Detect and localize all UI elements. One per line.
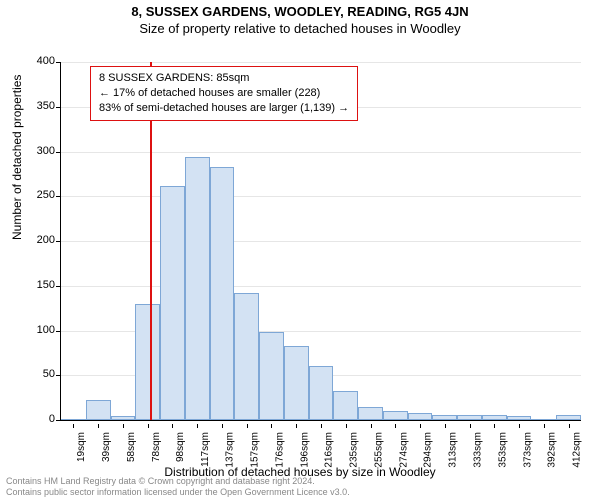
callout-line-2: ← 17% of detached houses are smaller (22…: [99, 86, 349, 101]
histogram-bar: [135, 304, 160, 420]
histogram-bar: [86, 400, 111, 420]
histogram-bar: [234, 293, 259, 420]
histogram-bar: [284, 346, 309, 420]
callout-line-3: 83% of semi-detached houses are larger (…: [99, 101, 349, 116]
histogram-bar: [432, 415, 457, 420]
histogram-bar: [507, 416, 532, 420]
page-title: 8, SUSSEX GARDENS, WOODLEY, READING, RG5…: [0, 4, 600, 19]
histogram-bar: [111, 416, 136, 420]
histogram-bar: [61, 419, 86, 420]
histogram-bar: [309, 366, 334, 420]
histogram-bar: [358, 407, 383, 420]
histogram-bar: [408, 413, 433, 420]
histogram-bar: [383, 411, 408, 420]
histogram-bar: [185, 157, 210, 420]
histogram-bar: [531, 419, 556, 420]
credit-line-1: Contains HM Land Registry data © Crown c…: [6, 476, 594, 487]
histogram-bar: [259, 332, 284, 420]
callout-line-1: 8 SUSSEX GARDENS: 85sqm: [99, 71, 349, 86]
credit-line-2: Contains public sector information licen…: [6, 487, 594, 498]
histogram-bar: [457, 415, 482, 420]
histogram-bar: [210, 167, 235, 420]
histogram-bar: [482, 415, 507, 420]
credit-text: Contains HM Land Registry data © Crown c…: [0, 476, 600, 498]
page-subtitle: Size of property relative to detached ho…: [0, 21, 600, 36]
histogram-bar: [556, 415, 581, 420]
y-axis-label: Number of detached properties: [10, 75, 24, 240]
callout-box: 8 SUSSEX GARDENS: 85sqm ← 17% of detache…: [90, 66, 358, 121]
histogram-bar: [333, 391, 358, 420]
histogram-bar: [160, 186, 185, 420]
